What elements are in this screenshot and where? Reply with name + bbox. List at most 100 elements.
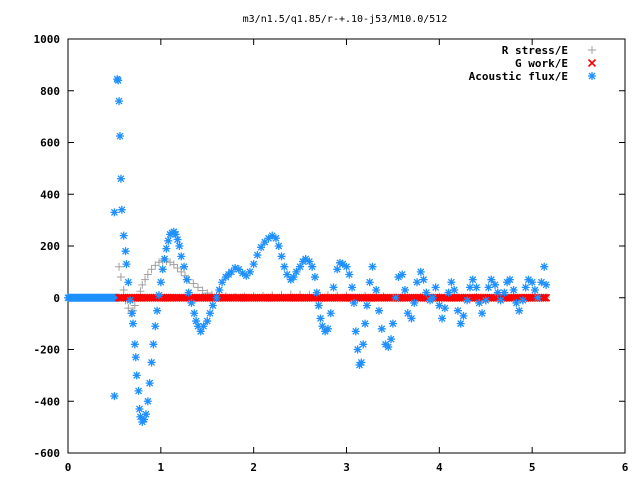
acoustic-flux-point [175,242,184,250]
axis-ticks: 0 1 2 3 4 5 6 -600 -400 -200 0 200 400 600 800 1000 [34,33,629,474]
r-stress-point [173,263,182,272]
acoustic-flux-point [132,371,141,380]
series-acoustic-flux [110,75,551,426]
r-stress-point [116,273,125,282]
acoustic-flux-point [484,283,493,292]
acoustic-flux-point [154,291,163,300]
acoustic-flux-point [249,260,258,269]
acoustic-flux-point [312,288,321,297]
acoustic-flux-point [528,278,537,287]
acoustic-flux-point [478,309,487,318]
acoustic-flux-point [116,174,125,183]
acoustic-flux-point [447,278,456,287]
acoustic-flux-point [518,296,527,305]
r-stress-point [130,301,139,310]
r-stress-point [119,285,128,294]
acoustic-flux-point [329,283,338,292]
acoustic-flux-point [524,275,533,284]
acoustic-flux-point [403,309,412,318]
acoustic-flux-point [124,278,133,287]
acoustic-flux-point [121,247,130,256]
g-work-point [542,293,551,302]
acoustic-flux-point [158,265,167,274]
acoustic-flux-point [419,275,428,284]
acoustic-flux-point [151,322,160,331]
acoustic-flux-point [277,252,286,261]
acoustic-flux-point [296,262,305,271]
acoustic-flux-point [336,258,345,267]
acoustic-flux-point [413,278,422,287]
acoustic-flux-point [428,293,437,302]
acoustic-flux-point [512,298,521,307]
acoustic-flux-point [215,285,224,294]
acoustic-flux-point [110,392,119,401]
acoustic-flux-point [362,301,371,310]
acoustic-flux-point [459,311,468,320]
acoustic-flux-point [199,322,208,331]
r-stress-point [124,304,133,313]
r-stress-point [138,280,147,289]
acoustic-flux-point [316,314,325,323]
acoustic-flux-point [122,260,131,269]
acoustic-flux-point [218,278,227,287]
acoustic-flux-point [540,262,549,271]
x-tick-label: 0 [65,461,72,474]
acoustic-flux-point [206,309,215,318]
acoustic-flux-point [487,275,496,284]
y-tick-label: -400 [34,395,61,408]
acoustic-flux-point [372,285,381,294]
x-tick-label: 6 [622,461,629,474]
acoustic-flux-point [533,293,542,302]
r-stress-point [141,275,150,284]
x-tick-label: 3 [343,461,350,474]
acoustic-flux-point [208,301,217,310]
acoustic-flux-point [438,314,447,323]
acoustic-flux-point [242,271,251,280]
acoustic-flux-point [530,285,539,294]
x-tick-label: 5 [529,461,536,474]
acoustic-flux-point [140,415,149,424]
acoustic-flux-point [456,319,465,328]
acoustic-flux-point [131,353,140,362]
acoustic-flux-point [326,309,335,318]
acoustic-flux-point [162,244,171,253]
acoustic-flux-point [192,317,201,326]
acoustic-flux-point [338,260,347,269]
acoustic-flux-point [110,208,119,217]
r-stress-point [147,265,156,274]
acoustic-flux-point [212,293,221,302]
acoustic-flux-point [264,234,273,243]
acoustic-flux-point [115,132,124,141]
acoustic-flux-point [145,379,154,388]
acoustic-flux-point [345,270,354,279]
acoustic-flux-point [310,273,319,282]
acoustic-flux-point [515,306,524,315]
acoustic-flux-point [156,278,165,287]
y-tick-label: -600 [34,447,61,460]
acoustic-flux-point [196,327,205,336]
acoustic-flux-point [440,304,449,313]
acoustic-flux-point [136,412,145,421]
r-stress-point [169,260,178,269]
acoustic-flux-point [500,288,509,297]
y-tick-label: 0 [53,292,60,305]
acoustic-flux-point [342,262,351,271]
acoustic-flux-point [180,262,189,271]
g-work-point [540,293,549,302]
acoustic-flux-point [391,293,400,302]
acoustic-flux-point [126,296,135,305]
acoustic-flux-point [472,283,481,292]
acoustic-flux-point [271,234,280,243]
r-stress-point [143,270,152,279]
legend-label: Acoustic flux/E [469,70,568,83]
acoustic-flux-point [135,405,144,414]
acoustic-flux-point [292,267,301,276]
acoustic-flux-point [171,230,180,239]
acoustic-flux-point [147,358,156,367]
acoustic-flux-point [365,278,374,287]
acoustic-flux-point [537,278,546,287]
acoustic-flux-point [128,309,137,318]
acoustic-flux-point [374,306,383,315]
x-tick-label: 1 [158,461,165,474]
